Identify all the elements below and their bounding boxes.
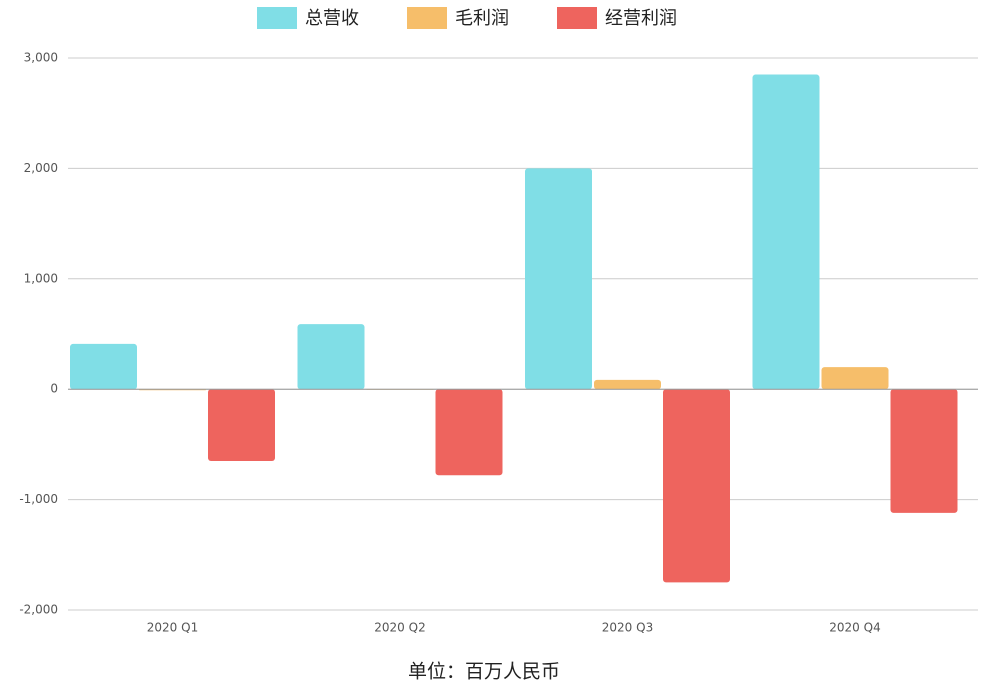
legend-swatch [257,7,297,29]
legend-swatch [557,7,597,29]
x-tick-label: 2020 Q4 [829,621,880,635]
x-tick-label: 2020 Q1 [147,621,198,635]
bar [890,389,958,513]
bar [208,389,275,461]
bar [297,324,365,390]
legend-label: 毛利润 [455,8,509,29]
y-tick-label: 1,000 [24,271,58,285]
y-tick-label: -1,000 [19,492,58,506]
bar [435,389,503,476]
y-tick-label: -2,000 [19,603,58,617]
bar [594,379,661,390]
bar [70,343,137,390]
bar [752,74,820,390]
y-tick-label: 2,000 [24,161,58,175]
legend-swatch [407,7,447,29]
y-tick-label: 0 [50,382,58,396]
legend-label: 经营利润 [605,8,677,29]
bar [821,367,889,390]
bar [525,168,592,390]
legend-label: 总营收 [305,8,359,29]
x-tick-label: 2020 Q3 [602,621,653,635]
footnote: 单位：百万人民币 [408,661,560,683]
y-tick-label: 3,000 [24,51,58,65]
bar [663,389,730,583]
x-tick-label: 2020 Q2 [374,621,425,635]
